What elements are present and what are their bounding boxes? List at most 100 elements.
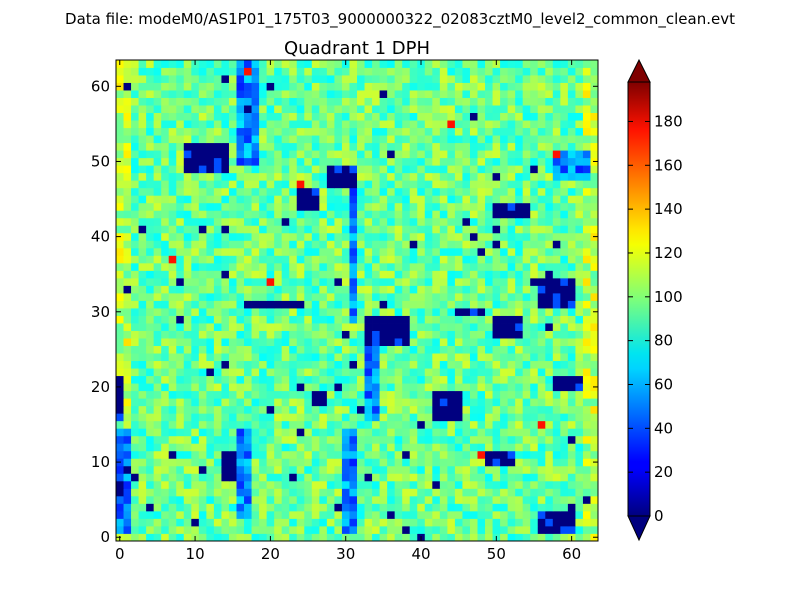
colorbar-tick-label: 60	[654, 375, 673, 393]
heatmap-cell	[575, 323, 584, 331]
heatmap-cell	[304, 398, 313, 407]
heatmap-cell	[364, 165, 373, 174]
heatmap-cell	[454, 308, 463, 316]
heatmap-cell	[244, 172, 252, 181]
heatmap-cell	[281, 465, 290, 474]
heatmap-cell	[462, 217, 471, 226]
heatmap-cell	[439, 405, 448, 414]
heatmap-cell	[349, 75, 358, 83]
heatmap-cell	[244, 510, 252, 519]
heatmap-cell	[251, 210, 260, 219]
heatmap-cell	[590, 285, 599, 294]
heatmap-cell	[402, 90, 411, 98]
heatmap-cell	[469, 120, 478, 129]
heatmap-cell	[500, 338, 509, 346]
heatmap-cell	[552, 232, 561, 241]
heatmap-cell	[221, 157, 230, 166]
heatmap-cell	[146, 127, 155, 136]
heatmap-cell	[281, 75, 290, 83]
heatmap-cell	[387, 473, 396, 482]
heatmap-cell	[274, 488, 283, 497]
heatmap-cell	[379, 330, 388, 339]
heatmap-cell	[462, 533, 471, 542]
heatmap-cell	[131, 360, 139, 369]
heatmap-cell	[590, 390, 599, 399]
heatmap-cell	[394, 277, 403, 286]
heatmap-cell	[394, 323, 403, 331]
heatmap-cell	[319, 202, 328, 211]
heatmap-cell	[590, 255, 599, 264]
heatmap-cell	[439, 202, 448, 211]
heatmap-cell	[183, 112, 192, 121]
heatmap-cell	[131, 308, 139, 316]
heatmap-cell	[116, 255, 124, 264]
heatmap-cell	[131, 135, 139, 144]
heatmap-cell	[311, 255, 320, 264]
heatmap-cell	[485, 165, 493, 174]
heatmap-cell	[372, 165, 380, 174]
heatmap-cell	[447, 428, 456, 437]
heatmap-cell	[469, 127, 478, 136]
heatmap-cell	[537, 345, 546, 354]
heatmap-cell	[259, 338, 268, 346]
heatmap-cell	[183, 420, 192, 429]
heatmap-cell	[537, 435, 546, 444]
heatmap-cell	[545, 375, 554, 384]
heatmap-cell	[424, 443, 433, 452]
heatmap-cell	[537, 60, 546, 68]
heatmap-cell	[213, 247, 222, 256]
heatmap-cell	[485, 150, 493, 159]
heatmap-cell	[341, 353, 350, 362]
heatmap-cell	[402, 157, 411, 166]
heatmap-cell	[123, 150, 132, 159]
heatmap-cell	[545, 217, 554, 226]
heatmap-cell	[590, 292, 599, 301]
heatmap-cell	[274, 473, 283, 482]
heatmap-cell	[447, 465, 456, 474]
heatmap-cell	[582, 105, 591, 114]
heatmap-cell	[244, 405, 252, 414]
heatmap-cell	[530, 150, 539, 159]
heatmap-cell	[387, 135, 396, 144]
heatmap-cell	[545, 428, 554, 437]
heatmap-cell	[334, 480, 343, 489]
heatmap-cell	[236, 420, 245, 429]
heatmap-cell	[560, 300, 569, 309]
heatmap-cell	[409, 518, 418, 527]
heatmap-cell	[439, 353, 448, 362]
heatmap-cell	[266, 270, 275, 279]
heatmap-cell	[477, 465, 486, 474]
heatmap-cell	[266, 390, 275, 399]
heatmap-cell	[236, 353, 245, 362]
heatmap-cell	[251, 172, 260, 181]
heatmap-cell	[364, 413, 373, 422]
heatmap-cell	[168, 473, 177, 482]
heatmap-cell	[341, 292, 350, 301]
heatmap-cell	[341, 97, 350, 106]
heatmap-cell	[545, 262, 554, 271]
heatmap-cell	[372, 187, 380, 196]
heatmap-cell	[289, 488, 298, 497]
heatmap-cell	[567, 157, 576, 166]
heatmap-cell	[349, 202, 358, 211]
heatmap-cell	[289, 458, 298, 467]
heatmap-cell	[228, 525, 237, 534]
heatmap-cell	[387, 120, 396, 129]
heatmap-cell	[469, 225, 478, 234]
heatmap-cell	[507, 67, 516, 76]
heatmap-cell	[304, 375, 313, 384]
heatmap-cell	[545, 390, 554, 399]
heatmap-cell	[341, 315, 350, 324]
colorbar-tick-label: 140	[654, 200, 683, 218]
heatmap-cell	[274, 67, 283, 76]
heatmap-cell	[485, 495, 493, 504]
heatmap-cell	[522, 443, 531, 452]
heatmap-cell	[432, 488, 441, 497]
heatmap-cell	[394, 142, 403, 151]
heatmap-cell	[326, 450, 335, 459]
heatmap-cell	[530, 435, 539, 444]
heatmap-cell	[492, 488, 501, 497]
heatmap-cell	[545, 60, 554, 68]
heatmap-cell	[500, 187, 509, 196]
heatmap-cell	[364, 75, 373, 83]
